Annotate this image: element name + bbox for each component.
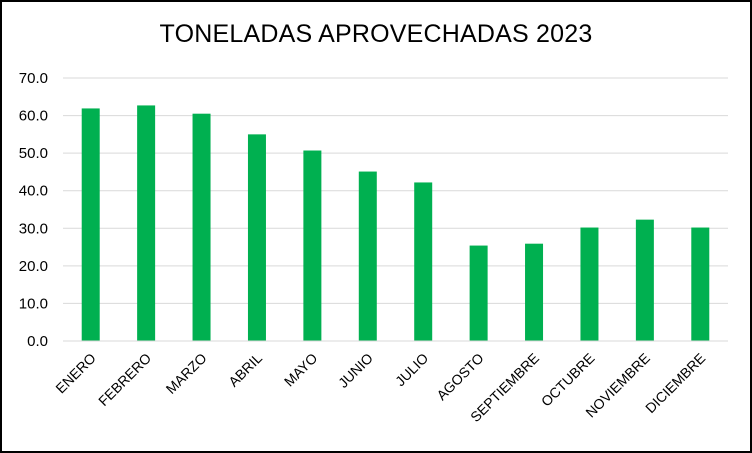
x-tick-label: OCTUBRE [538, 350, 598, 410]
y-tick-label: 60.0 [19, 108, 48, 125]
x-tick-label: AGOSTO [433, 350, 487, 404]
bar-noviembre [635, 219, 654, 341]
bar-marzo [192, 113, 211, 341]
y-tick-label: 30.0 [19, 220, 48, 237]
y-tick-label: 0.0 [27, 333, 48, 350]
bar-junio [358, 171, 377, 341]
x-tick-label: ABRIL [225, 350, 265, 390]
y-tick-label: 20.0 [19, 258, 48, 275]
bar-julio [414, 182, 433, 341]
x-tick-label: ENERO [52, 350, 99, 397]
y-tick-label: 50.0 [19, 145, 48, 162]
bar-abril [247, 134, 266, 341]
y-axis-ticks: 0.0 10.0 20.0 30.0 40.0 50.0 60.0 70.0 [19, 70, 48, 350]
y-tick-label: 70.0 [19, 70, 48, 87]
bar-mayo [303, 150, 322, 341]
x-tick-label: DICIEMBRE [642, 350, 708, 416]
x-tick-label: MARZO [163, 350, 210, 397]
bar-diciembre [691, 227, 710, 341]
bar-octubre [580, 227, 599, 341]
bar-agosto [469, 245, 488, 341]
x-tick-label: JUNIO [335, 350, 376, 391]
x-tick-label: JULIO [392, 350, 431, 389]
bars [81, 105, 710, 341]
bar-enero [81, 108, 100, 341]
bar-septiembre [525, 243, 544, 341]
gridlines [63, 77, 728, 304]
x-tick-label: FEBRERO [95, 350, 154, 409]
chart-title: TONELADAS APROVECHADAS 2023 [159, 20, 593, 48]
y-tick-label: 10.0 [19, 295, 48, 312]
y-tick-label: 40.0 [19, 183, 48, 200]
x-tick-label: MAYO [281, 350, 321, 390]
bar-febrero [137, 105, 156, 341]
